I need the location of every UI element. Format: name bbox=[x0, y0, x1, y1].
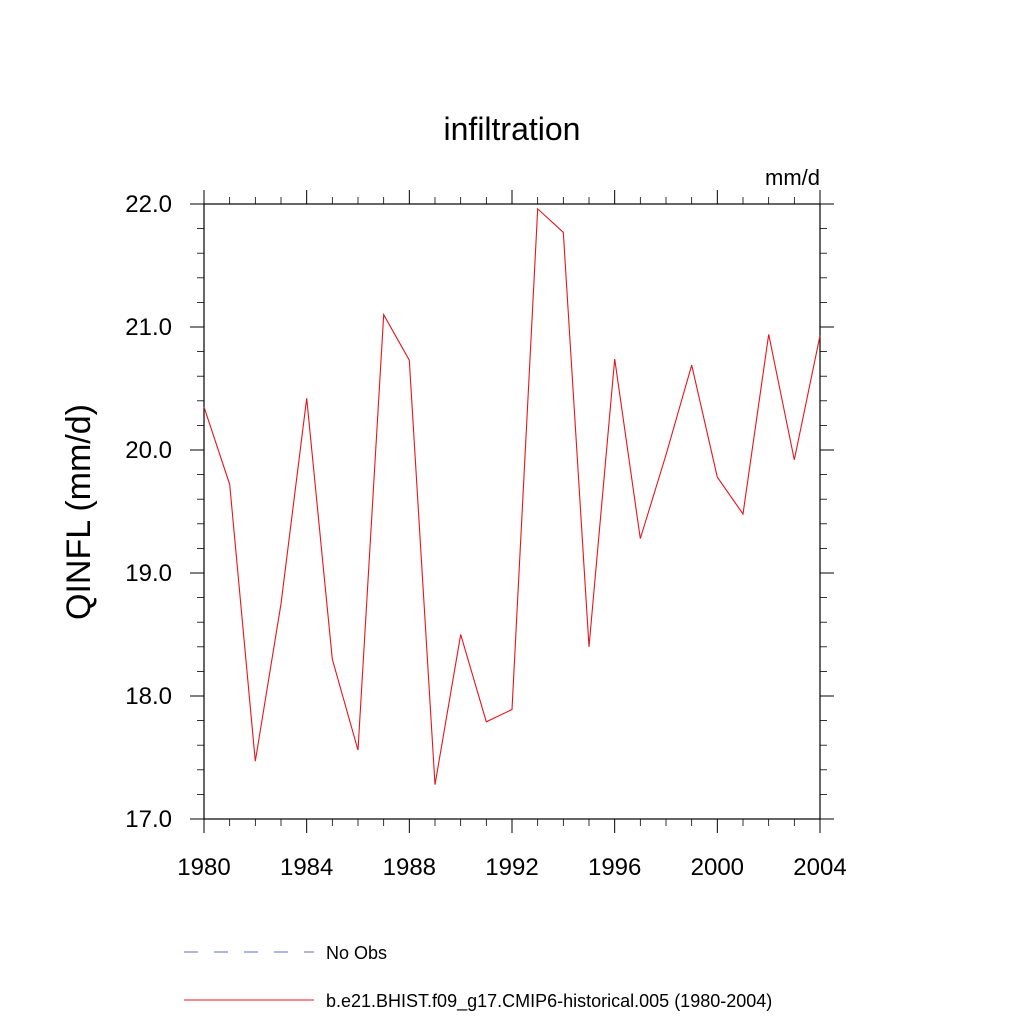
y-axis-label: QINFL (mm/d) bbox=[60, 404, 98, 620]
y-tick-label: 19.0 bbox=[125, 560, 172, 587]
y-tick-label: 17.0 bbox=[125, 806, 172, 833]
legend: No Obs b.e21.BHIST.f09_g17.CMIP6-historic… bbox=[184, 943, 772, 1012]
y-tick-label: 22.0 bbox=[125, 191, 172, 218]
plot-axes: 1980 1984 1988 1992 1996 2000 2004 17.0 18.0 19.0… bbox=[125, 190, 847, 881]
x-tick-label: 2000 bbox=[691, 854, 744, 881]
y-tick-label: 18.0 bbox=[125, 683, 172, 710]
y-tick-label: 20.0 bbox=[125, 437, 172, 464]
units-label: mm/d bbox=[765, 165, 820, 190]
x-tick-label: 1992 bbox=[485, 854, 538, 881]
x-tick-label: 1984 bbox=[280, 854, 333, 881]
series-line bbox=[203, 207, 821, 785]
legend-label: b.e21.BHIST.f09_g17.CMIP6-historical.005… bbox=[326, 991, 772, 1012]
x-tick-label: 1980 bbox=[177, 854, 230, 881]
y-tick-label: 21.0 bbox=[125, 314, 172, 341]
x-tick-label: 2004 bbox=[793, 854, 846, 881]
series-layer bbox=[203, 207, 821, 785]
x-tick-label: 1996 bbox=[588, 854, 641, 881]
legend-label: No Obs bbox=[326, 943, 387, 963]
x-tick-label: 1988 bbox=[383, 854, 436, 881]
plot-frame bbox=[203, 203, 821, 820]
chart-title: infiltration bbox=[444, 111, 581, 147]
